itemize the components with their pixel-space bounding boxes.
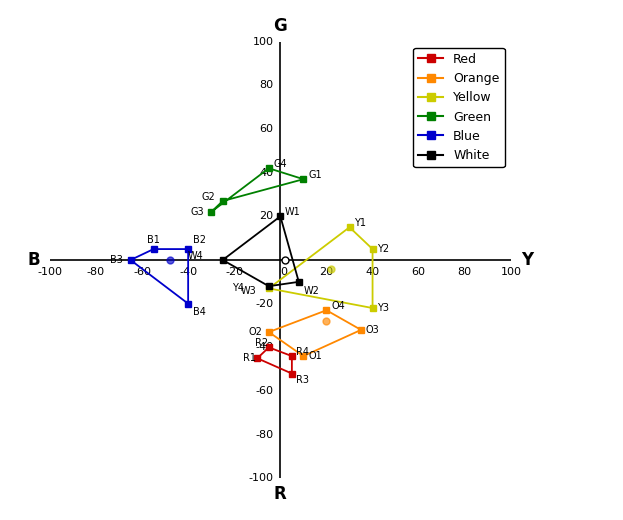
Text: G: G — [273, 17, 287, 35]
Text: O2: O2 — [248, 327, 262, 337]
Text: R: R — [274, 485, 287, 503]
Text: -60: -60 — [255, 386, 273, 396]
Text: -100: -100 — [37, 267, 62, 277]
Text: -20: -20 — [225, 267, 244, 277]
Text: B4: B4 — [193, 307, 206, 317]
Text: B: B — [27, 251, 40, 269]
Text: R2: R2 — [255, 338, 268, 348]
Text: W2: W2 — [303, 285, 319, 295]
Text: R3: R3 — [297, 375, 310, 385]
Text: W4: W4 — [188, 251, 204, 261]
Text: 40: 40 — [259, 167, 273, 178]
Text: 100: 100 — [500, 267, 521, 277]
Text: 80: 80 — [259, 80, 273, 90]
Text: B3: B3 — [110, 255, 123, 265]
Text: 100: 100 — [252, 36, 273, 47]
Text: -20: -20 — [255, 298, 273, 309]
Text: 40: 40 — [366, 267, 379, 277]
Text: O3: O3 — [366, 325, 379, 335]
Text: -100: -100 — [249, 473, 273, 484]
Text: B2: B2 — [193, 236, 206, 245]
Text: Y: Y — [521, 251, 533, 269]
Text: G2: G2 — [202, 192, 216, 202]
Text: 20: 20 — [320, 267, 333, 277]
Text: 80: 80 — [458, 267, 472, 277]
Text: -40: -40 — [255, 342, 273, 353]
Text: Y4: Y4 — [232, 283, 244, 293]
Text: -80: -80 — [255, 430, 273, 440]
Text: Y3: Y3 — [377, 303, 389, 313]
Text: Y2: Y2 — [377, 244, 389, 254]
Text: R1: R1 — [244, 353, 257, 363]
Text: -80: -80 — [87, 267, 105, 277]
Text: W1: W1 — [285, 207, 301, 217]
Text: 60: 60 — [412, 267, 426, 277]
Text: Y1: Y1 — [354, 218, 366, 228]
Text: R4: R4 — [297, 347, 310, 357]
Legend: Red, Orange, Yellow, Green, Blue, White: Red, Orange, Yellow, Green, Blue, White — [413, 48, 505, 167]
Text: B1: B1 — [146, 236, 159, 245]
Text: O1: O1 — [308, 351, 321, 361]
Text: G1: G1 — [308, 170, 321, 180]
Text: O4: O4 — [331, 301, 345, 311]
Text: 60: 60 — [259, 124, 273, 134]
Text: G3: G3 — [191, 207, 204, 217]
Text: -40: -40 — [179, 267, 197, 277]
Text: 20: 20 — [259, 211, 273, 222]
Text: 0: 0 — [280, 267, 287, 277]
Text: W3: W3 — [241, 285, 257, 295]
Text: G4: G4 — [273, 159, 287, 169]
Text: -60: -60 — [133, 267, 151, 277]
